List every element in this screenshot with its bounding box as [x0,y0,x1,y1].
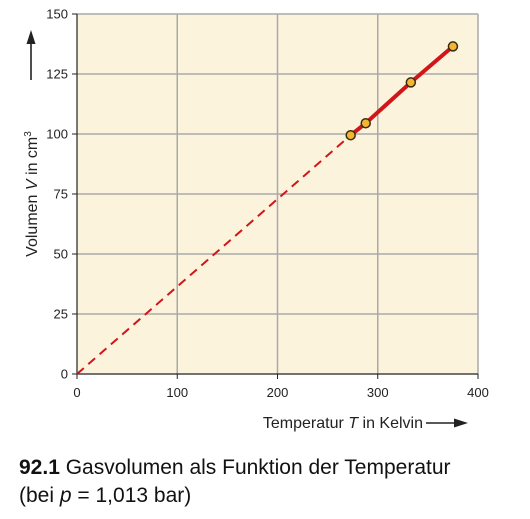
y-tick-label: 25 [54,307,68,322]
y-tick-label: 150 [46,7,68,22]
y-axis-title: Volumen V in cm3 [23,131,41,257]
caption-number: 92.1 [19,456,60,479]
x-tick-label: 0 [73,385,80,400]
series-line [348,44,455,138]
data-point [360,117,371,129]
tick-labels: 0 100 200 300 400 0 25 50 75 100 125 150 [46,7,489,401]
x-tick-label: 200 [267,385,289,400]
axes [72,13,479,379]
x-tick-label: 400 [467,385,489,400]
figure-caption: 92.1 Gasvolumen als Funktion der Tempera… [19,454,524,510]
x-tick-label: 100 [166,385,188,400]
y-tick-label: 75 [54,187,68,202]
y-tick-label: 0 [61,367,68,382]
chart: 0 100 200 300 400 0 25 50 75 100 125 150 Volumen V … [23,7,489,433]
x-tick-label: 300 [367,385,389,400]
x-axis-arrow [426,418,468,428]
data-point [345,129,356,141]
grid [77,13,479,374]
data-point [405,77,417,88]
y-axis-arrow [26,30,36,80]
data-marks [76,41,459,375]
y-tick-label: 125 [46,67,68,82]
data-point [447,41,459,52]
caption-line-2: (bei p = 1,013 bar) [19,484,192,507]
y-tick-label: 100 [46,127,68,142]
x-axis-title: Temperatur T in Kelvin [263,415,423,432]
caption-line-1: 92.1 Gasvolumen als Funktion der Tempera… [19,454,524,482]
caption-symbol: p [59,484,72,507]
y-tick-label: 50 [54,247,68,262]
caption-text: Gasvolumen als Funktion der Temperatur [65,456,451,479]
extrapolation-line [76,134,352,375]
